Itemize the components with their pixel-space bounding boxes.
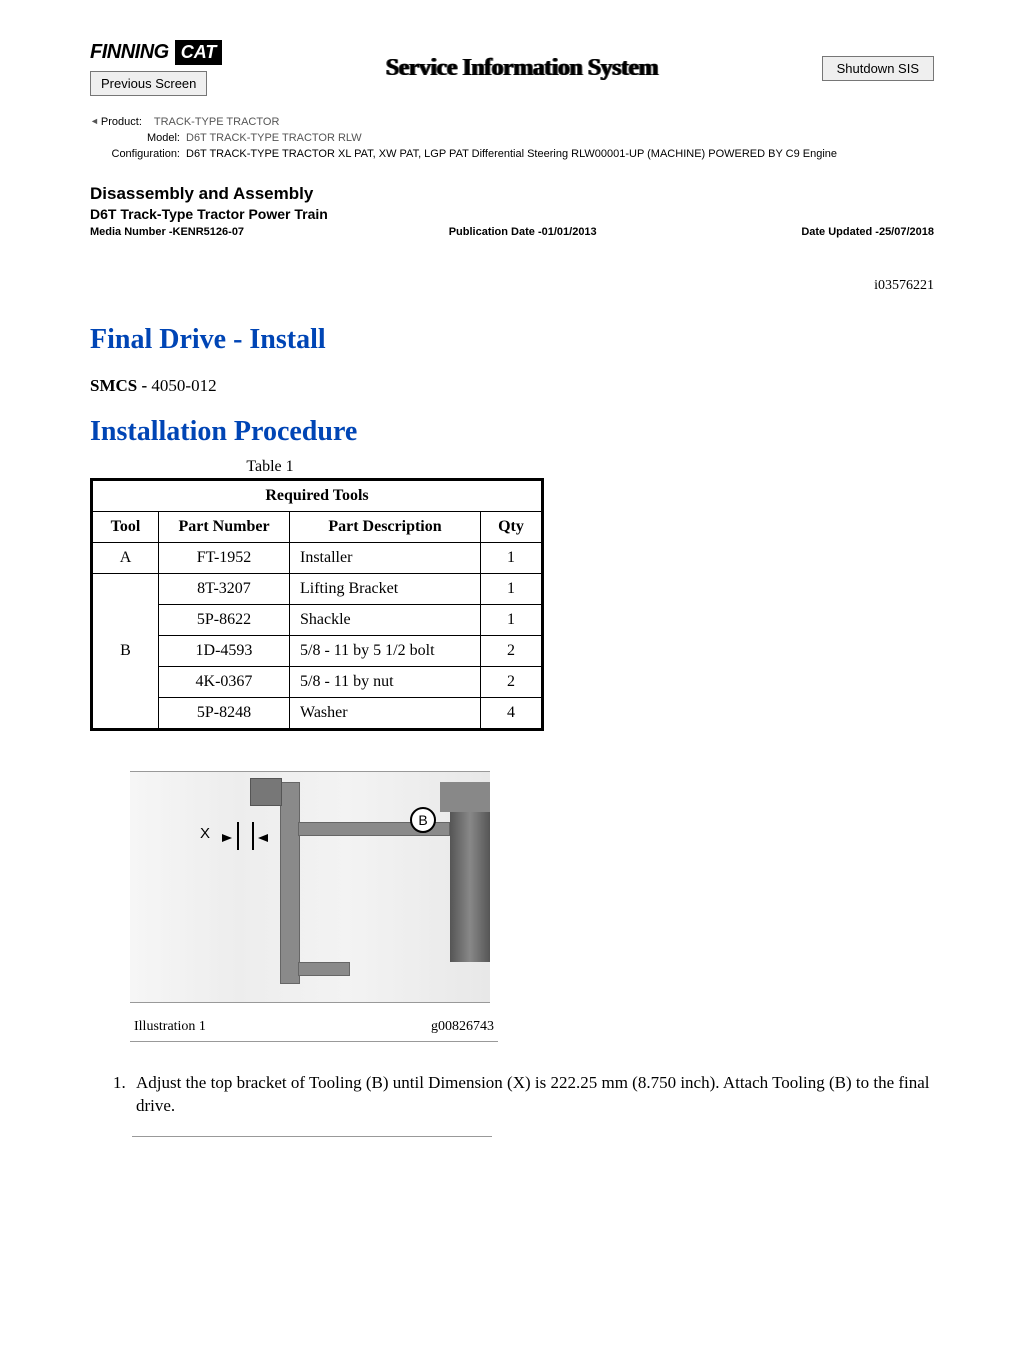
table-columns-row: Tool Part Number Part Description Qty [92, 512, 543, 543]
smcs-label: SMCS - [90, 376, 151, 395]
x-dimension-label: X [200, 825, 210, 842]
col-qty: Qty [481, 512, 543, 543]
cat-logo-text: CAT [175, 40, 223, 65]
header: FINNING CAT Previous Screen Service Info… [0, 0, 1024, 96]
logo-block: FINNING CAT Previous Screen [90, 40, 222, 96]
table-caption: Table 1 [90, 458, 450, 476]
x-line-2 [252, 822, 254, 850]
cell-desc: Shackle [290, 605, 481, 636]
meta-product-value: TRACK-TYPE TRACTOR [154, 116, 280, 128]
callout-b: B [410, 807, 436, 833]
illustration-label: Illustration 1 [134, 1019, 206, 1035]
meta-config-label: Configuration: [90, 148, 186, 160]
section-subtitle: D6T Track-Type Tractor Power Train [90, 206, 934, 222]
step-1: Adjust the top bracket of Tooling (B) un… [130, 1072, 934, 1118]
illustration-1: B X [130, 771, 490, 1003]
x-arrow-left [222, 834, 232, 842]
back-arrow-icon[interactable]: ◄ [90, 116, 99, 128]
cell-qty: 1 [481, 605, 543, 636]
table-row: B 8T-3207 Lifting Bracket 1 [92, 574, 543, 605]
cell-qty: 2 [481, 667, 543, 698]
cell-tool: B [92, 574, 159, 730]
table-row: 5P-8622 Shackle 1 [92, 605, 543, 636]
col-part-number: Part Number [159, 512, 290, 543]
finning-logo-text: FINNING [90, 41, 169, 64]
table-row: 1D-4593 5/8 - 11 by 5 1/2 bolt 2 [92, 636, 543, 667]
document-content: Final Drive - Install SMCS - 4050-012 In… [0, 294, 1024, 1177]
cell-desc: 5/8 - 11 by 5 1/2 bolt [290, 636, 481, 667]
content-subtitle: Installation Procedure [90, 416, 934, 448]
media-number: Media Number -KENR5126-07 [90, 226, 244, 238]
cell-pn: 1D-4593 [159, 636, 290, 667]
meta-config-value: D6T TRACK-TYPE TRACTOR XL PAT, XW PAT, L… [186, 148, 837, 160]
meta-product-row: ◄ Product: TRACK-TYPE TRACTOR [90, 116, 934, 128]
cell-pn: FT-1952 [159, 543, 290, 574]
x-line-1 [237, 822, 239, 850]
meta-product-label: Product: [101, 116, 148, 128]
smcs-value: 4050-012 [151, 376, 216, 395]
bracket-arm-lower [298, 962, 350, 976]
bracket-vertical [280, 782, 300, 984]
shutdown-button[interactable]: Shutdown SIS [822, 56, 934, 81]
cell-pn: 5P-8622 [159, 605, 290, 636]
illustration-id: g00826743 [431, 1019, 494, 1035]
cell-desc: Lifting Bracket [290, 574, 481, 605]
previous-screen-button[interactable]: Previous Screen [90, 71, 207, 96]
meta-model-label: Model: [90, 132, 186, 144]
product-meta: ◄ Product: TRACK-TYPE TRACTOR Model: D6T… [0, 96, 1024, 160]
smcs-code: SMCS - 4050-012 [90, 376, 934, 396]
procedure-steps: Adjust the top bracket of Tooling (B) un… [90, 1072, 934, 1118]
cell-desc: Installer [290, 543, 481, 574]
cell-pn: 5P-8248 [159, 698, 290, 730]
date-updated: Date Updated -25/07/2018 [801, 226, 934, 238]
cell-qty: 1 [481, 543, 543, 574]
table-row: 4K-0367 5/8 - 11 by nut 2 [92, 667, 543, 698]
document-id: i03576221 [0, 238, 1024, 294]
table-row: A FT-1952 Installer 1 [92, 543, 543, 574]
cell-tool: A [92, 543, 159, 574]
cell-qty: 4 [481, 698, 543, 730]
system-title: Service Information System [386, 55, 658, 82]
step-rule [132, 1136, 492, 1137]
col-tool: Tool [92, 512, 159, 543]
meta-config-row: Configuration: D6T TRACK-TYPE TRACTOR XL… [90, 148, 934, 160]
required-tools-table: Required Tools Tool Part Number Part Des… [90, 478, 544, 731]
cell-desc: Washer [290, 698, 481, 730]
x-arrow-right [258, 834, 268, 842]
cell-pn: 4K-0367 [159, 667, 290, 698]
table-row: 5P-8248 Washer 4 [92, 698, 543, 730]
cell-pn: 8T-3207 [159, 574, 290, 605]
brand-logo: FINNING CAT [90, 40, 222, 65]
cell-qty: 1 [481, 574, 543, 605]
content-title: Final Drive - Install [90, 324, 934, 356]
publication-date: Publication Date -01/01/2013 [449, 226, 597, 238]
cell-qty: 2 [481, 636, 543, 667]
meta-model-value: D6T TRACK-TYPE TRACTOR RLW [186, 132, 362, 144]
bracket-top [250, 778, 282, 806]
machine-shape [450, 812, 490, 962]
table-title: Required Tools [92, 480, 543, 512]
table-header-row: Required Tools [92, 480, 543, 512]
illustration-caption: Illustration 1 g00826743 [130, 1003, 498, 1042]
meta-model-row: Model: D6T TRACK-TYPE TRACTOR RLW [90, 132, 934, 144]
publication-row: Media Number -KENR5126-07 Publication Da… [90, 226, 934, 238]
section-title: Disassembly and Assembly [90, 184, 934, 204]
col-part-description: Part Description [290, 512, 481, 543]
document-heading: Disassembly and Assembly D6T Track-Type … [0, 164, 1024, 238]
illustration-block: B X Illustration 1 g00826743 [130, 771, 490, 1042]
cell-desc: 5/8 - 11 by nut [290, 667, 481, 698]
